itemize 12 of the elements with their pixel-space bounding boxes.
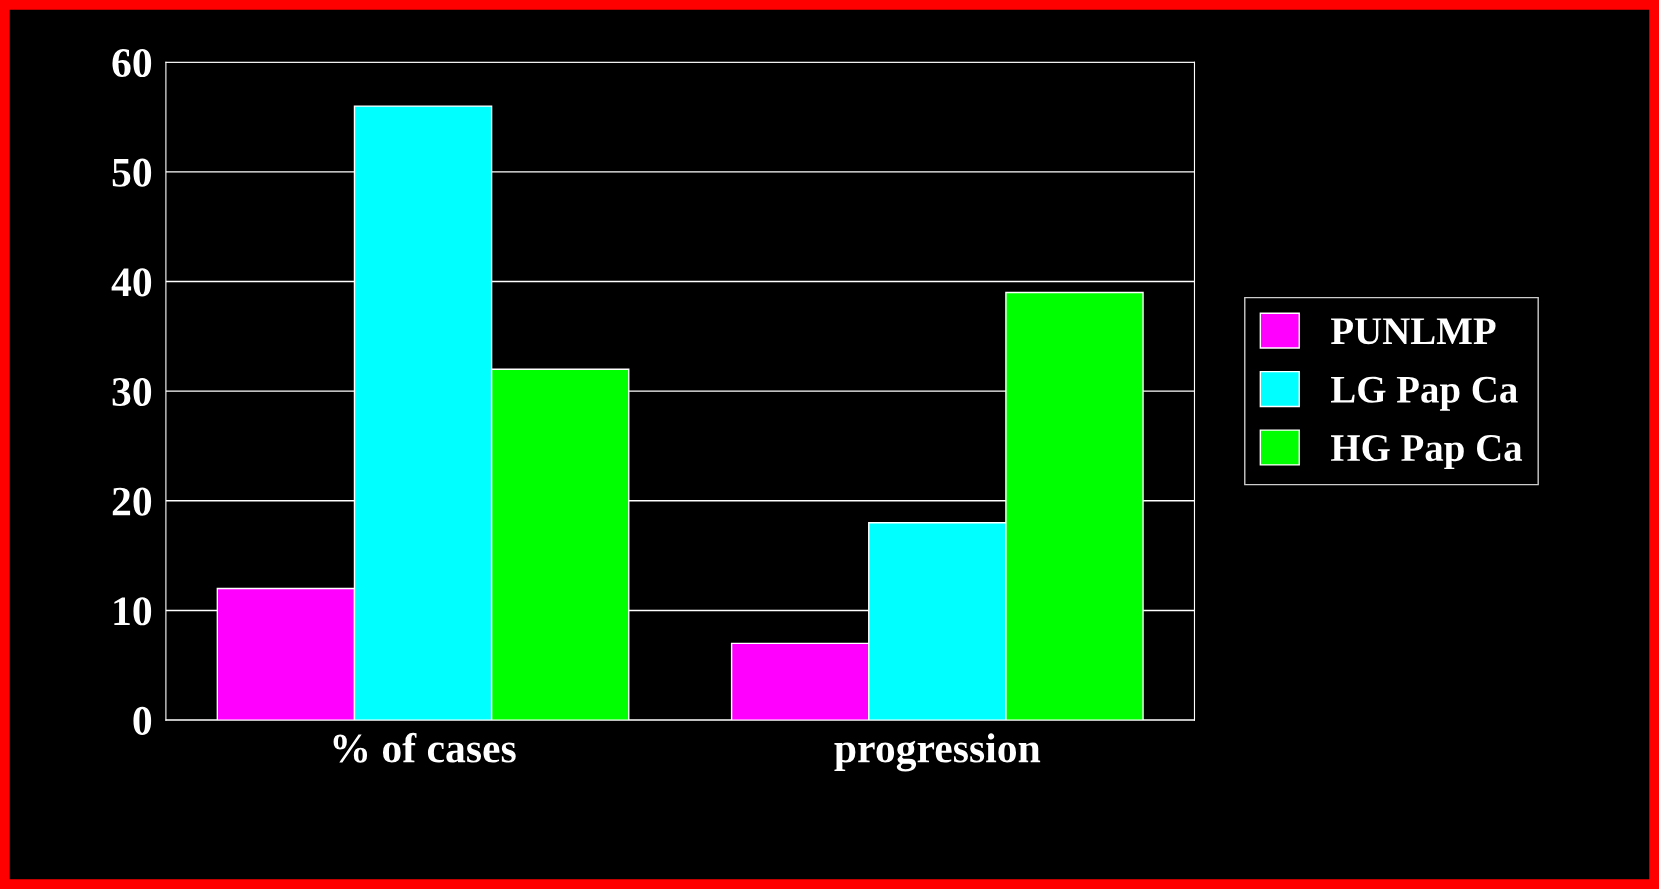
x-tick-label: progression — [834, 733, 1041, 772]
y-tick-label: 0 — [133, 706, 152, 735]
legend-label: PUNLMP — [1331, 318, 1496, 345]
legend-label: HG Pap Ca — [1331, 435, 1523, 470]
y-tick-label: 60 — [112, 48, 152, 78]
x-tick-label: % of cases — [333, 732, 516, 763]
y-tick-label: 40 — [111, 268, 152, 297]
y-tick-label: 20 — [112, 487, 152, 516]
y-tick-label: 30 — [112, 377, 152, 407]
y-tick-label: 50 — [112, 158, 152, 187]
legend-label: LG Pap Ca — [1331, 376, 1518, 411]
y-tick-label: 10 — [114, 597, 152, 626]
